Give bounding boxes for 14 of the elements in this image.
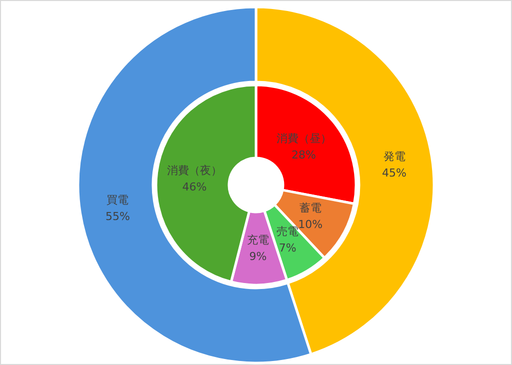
slice-label: 消費（夜）: [166, 164, 222, 177]
data-label: 55%: [105, 210, 130, 224]
data-label: 10%: [298, 218, 323, 232]
slice-label: 買電: [106, 194, 129, 207]
slice-label: 売電: [276, 225, 299, 238]
data-label: 7%: [278, 242, 296, 255]
data-label: 45%: [382, 166, 407, 180]
slice-label: 消費（昼）: [276, 132, 332, 146]
slice-label: 充電: [246, 234, 269, 247]
data-label: 28%: [292, 148, 316, 162]
data-label: 9%: [249, 250, 267, 264]
slice-label: 蓄電: [299, 202, 322, 215]
data-label: 46%: [182, 180, 207, 194]
slice-label: 発電: [383, 150, 406, 163]
